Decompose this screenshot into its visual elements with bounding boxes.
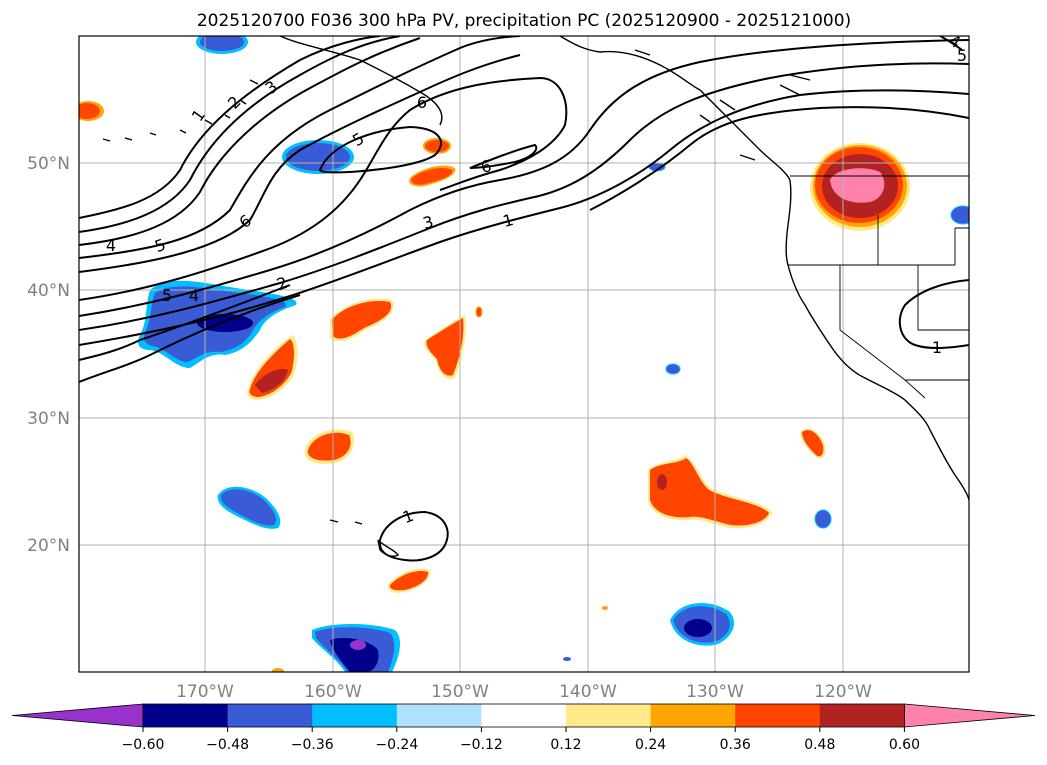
- neg-anomaly-small-2: [665, 363, 681, 375]
- pv-label: 6: [479, 156, 494, 177]
- map-frame: [78, 35, 970, 673]
- colorbar-tick-label: −0.60: [122, 737, 165, 753]
- pos-anomaly-hawaii-south: [387, 568, 431, 593]
- neg-anomaly-small-1: [814, 509, 832, 529]
- lon-label: 160°W: [304, 682, 362, 702]
- colorbar-segment: [481, 704, 567, 727]
- pv-label: 1: [932, 338, 942, 357]
- pv-contours: [79, 36, 969, 562]
- pos-anomaly-mid: [424, 315, 466, 379]
- neg-anomaly-east-south: [670, 602, 735, 646]
- graticule: [79, 36, 969, 672]
- figure-title: 2025120700 F036 300 hPa PV, precipitatio…: [197, 11, 851, 31]
- neg-anomaly-edge: [950, 205, 969, 225]
- neg-anomaly-top: [196, 36, 248, 54]
- pos-anomaly-coast-south: [800, 428, 826, 459]
- pv-label: 1: [501, 210, 516, 231]
- colorbar-segment: [227, 704, 313, 727]
- lon-label: 120°W: [814, 682, 872, 702]
- colorbar-tick-label: −0.48: [206, 737, 249, 753]
- pv-label: 3: [421, 212, 436, 233]
- longitude-labels: 170°W 160°W 150°W 140°W 130°W 120°W: [176, 682, 872, 702]
- lon-label: 150°W: [431, 682, 489, 702]
- lat-label: 50°N: [27, 154, 70, 174]
- pos-anomaly-gulf: [409, 165, 456, 187]
- neg-anomaly-hawaii-west: [217, 486, 281, 529]
- pv-label: 5: [162, 286, 172, 305]
- neg-anomaly-dot: [563, 657, 571, 661]
- pv-label: 4: [106, 236, 116, 255]
- pos-anomaly-west-south: [247, 335, 298, 400]
- lat-label: 30°N: [27, 409, 70, 429]
- neg-anomaly-south: [312, 624, 401, 672]
- pos-anomaly-small-1: [423, 138, 451, 154]
- pv-label: 6: [417, 93, 427, 112]
- lat-label: 20°N: [27, 536, 70, 556]
- colorbar-segment: [312, 704, 398, 727]
- pos-anomaly-dot-2: [602, 606, 608, 610]
- colorbar: −0.60 −0.48 −0.36 −0.24 −0.12 0.12 0.24 0.36 0.4…: [11, 703, 1036, 753]
- coastlines: [102, 36, 969, 557]
- colorbar-tick-label: −0.24: [375, 737, 418, 753]
- colorbar-tick-label: 0.36: [720, 737, 751, 753]
- colorbar-segment: [566, 704, 652, 727]
- lon-label: 130°W: [686, 682, 744, 702]
- pos-anomaly-central: [330, 298, 394, 342]
- colorbar-extend-max: [904, 703, 1036, 728]
- colorbar-tick-label: 0.48: [804, 737, 835, 753]
- colorbar-segment: [735, 704, 821, 727]
- pos-anomaly-west-edge: [79, 101, 104, 121]
- pos-anomaly-dot-3: [272, 668, 284, 672]
- colorbar-tick-label: −0.36: [291, 737, 334, 753]
- pv-label: 5: [957, 46, 967, 65]
- pos-anomaly-east: [648, 455, 772, 529]
- colorbar-segment: [396, 704, 482, 727]
- colorbar-segment: [819, 704, 905, 727]
- pos-anomaly-dot-1: [475, 306, 483, 318]
- colorbar-tick-label: 0.60: [889, 737, 920, 753]
- colorbar-tick-label: 0.12: [550, 737, 581, 753]
- colorbar-segment: [143, 704, 229, 727]
- lat-label: 40°N: [27, 281, 70, 301]
- map-panel: 1 2 3 4 5 6 5 6 6 3 1 4 5 5 4 2 1 1: [79, 36, 969, 672]
- colorbar-tick-label: 0.24: [635, 737, 666, 753]
- pos-anomaly-pnw: [810, 143, 910, 231]
- colorbar-tick-label: −0.12: [460, 737, 503, 753]
- colorbar-segment: [650, 704, 736, 727]
- pv-label: 4: [189, 286, 199, 305]
- colorbar-extend-min: [11, 703, 144, 728]
- colorbar-outline: [142, 703, 905, 728]
- lon-label: 170°W: [176, 682, 234, 702]
- latitude-labels: 50°N 40°N 30°N 20°N: [27, 154, 70, 556]
- pos-anomaly-midsouth: [304, 429, 355, 464]
- lon-label: 140°W: [559, 682, 617, 702]
